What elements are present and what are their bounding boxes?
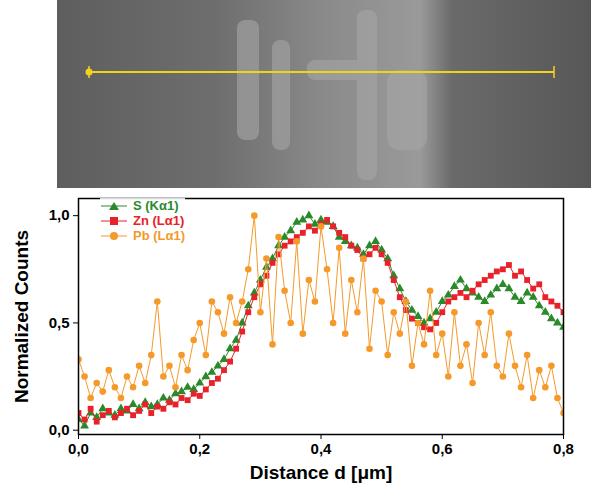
html-text:S (Kα1): S (Kα1): [133, 198, 179, 213]
html-text:Pb (Lα1): Pb (Lα1): [133, 228, 185, 243]
html-text:Zn (Lα1): Zn (Lα1): [133, 213, 185, 228]
svg-text:0,8: 0,8: [553, 440, 574, 457]
svg-text:0,5: 0,5: [49, 314, 70, 331]
svg-text:Distance d [μm]: Distance d [μm]: [250, 462, 393, 483]
svg-text:Normalized Counts: Normalized Counts: [11, 230, 32, 403]
svg-text:1,0: 1,0: [49, 206, 70, 223]
svg-text:0,4: 0,4: [311, 440, 333, 457]
svg-text:0,0: 0,0: [49, 421, 70, 438]
svg-text:0,6: 0,6: [432, 440, 453, 457]
svg-text:0,2: 0,2: [189, 440, 210, 457]
svg-text:0,0: 0,0: [68, 440, 89, 457]
